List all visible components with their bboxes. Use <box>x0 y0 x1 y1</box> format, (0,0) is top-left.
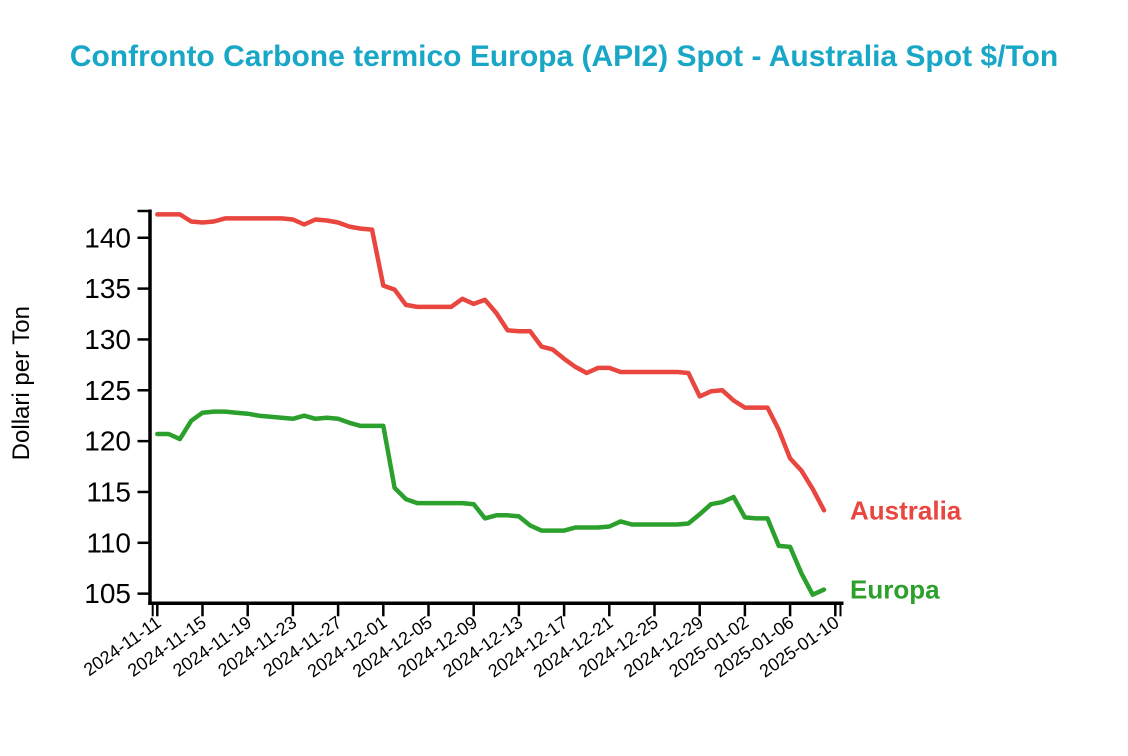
chart-title: Confronto Carbone termico Europa (API2) … <box>69 40 1059 73</box>
y-tick-label: 130 <box>84 324 131 355</box>
y-tick-label: 110 <box>86 527 131 558</box>
y-tick-label: 115 <box>86 476 131 507</box>
australia-line <box>155 212 827 513</box>
y-tick-label: 135 <box>84 273 131 304</box>
y-tick-label: 140 <box>84 222 131 253</box>
europa-line <box>155 409 827 597</box>
australia-series-label: Australia <box>850 495 962 525</box>
europa-series-label: Europa <box>850 575 940 605</box>
y-tick-label: 105 <box>84 578 131 609</box>
y-tick-label: 120 <box>84 426 131 457</box>
y-tick-label: 125 <box>84 375 131 406</box>
